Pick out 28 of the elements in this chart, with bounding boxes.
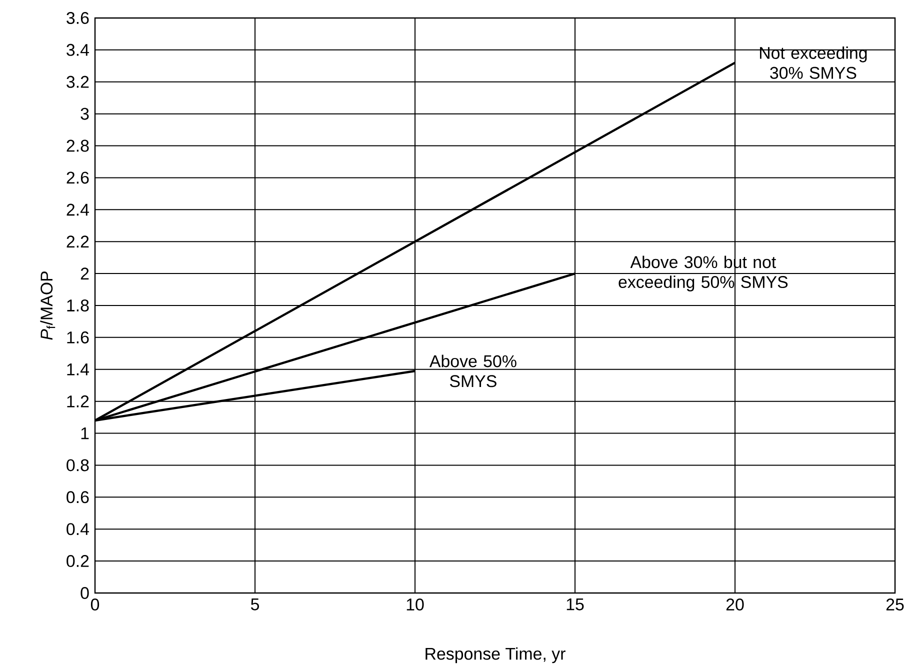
y-tick-label: 1.4 — [67, 363, 89, 375]
y-tick-label: 1.2 — [67, 395, 89, 408]
y-tick-label: 3.4 — [66, 44, 89, 56]
y-axis-title: P$_{f}$/MAOP — [40, 271, 56, 340]
y-tick-label: 0 — [80, 586, 89, 599]
y-tick-label: 1.8 — [67, 299, 89, 312]
x-axis-title: Response Time, yr — [426, 647, 566, 663]
y-tick-label: 2.2 — [66, 235, 89, 248]
x-tick-label: 10 — [406, 598, 424, 610]
y-tick-label: 2 — [80, 267, 89, 280]
y-tick-label: 0.8 — [66, 459, 89, 471]
y-tick-label: 1.6 — [67, 331, 89, 344]
y-tick-label: 1 — [81, 427, 89, 439]
y-tick-label: 3.6 — [66, 12, 89, 24]
y-tick-label: 3.2 — [66, 76, 89, 88]
y-tick-label: 0.4 — [66, 522, 89, 535]
y-tick-label: 2.6 — [66, 171, 89, 184]
x-tick-label: 0 — [90, 598, 100, 610]
y-tick-label: 0.6 — [66, 490, 89, 503]
x-tick-label: 15 — [566, 598, 584, 610]
y-tick-label: 0.2 — [66, 554, 89, 567]
y-tick-label: 2.8 — [66, 140, 89, 152]
x-tick-label: 20 — [726, 598, 744, 610]
y-tick-label: 3 — [80, 108, 89, 120]
y-tick-label: 2.4 — [66, 204, 89, 216]
annotation: Above 50% SMYS — [429, 354, 516, 387]
x-tick-label: 5 — [250, 598, 259, 610]
x-tick-label: 25 — [886, 598, 904, 610]
